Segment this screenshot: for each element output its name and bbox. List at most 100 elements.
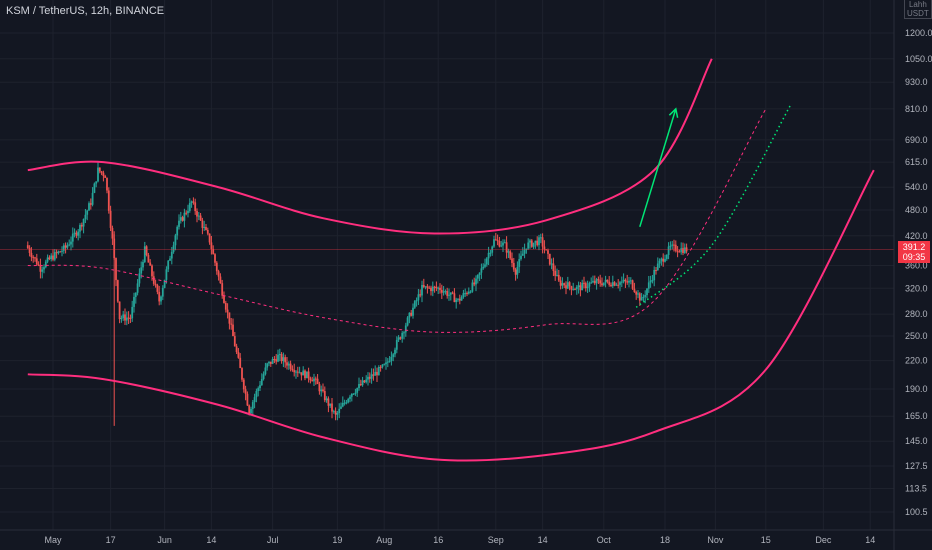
candle-body — [611, 282, 614, 287]
candle-body — [430, 287, 432, 292]
candle-body — [440, 289, 443, 293]
last-price-value: 391.2 — [902, 242, 926, 252]
candle-body — [505, 242, 508, 253]
candle-body — [496, 240, 499, 242]
candle-body — [383, 364, 386, 366]
y-tick-label: 1050.0 — [905, 54, 932, 64]
candle-body — [638, 293, 641, 301]
candle-body — [318, 383, 321, 392]
projection-dotted-curve[interactable] — [635, 103, 792, 308]
candle-body — [194, 202, 197, 212]
candle-body — [151, 265, 153, 277]
candle-body — [601, 283, 603, 286]
candle-body — [260, 379, 263, 386]
candle-body — [631, 280, 634, 289]
candle-body — [304, 370, 306, 379]
candle-body — [642, 296, 645, 298]
x-tick-label: 14 — [538, 535, 548, 545]
candle-body — [669, 245, 672, 247]
candle-body — [154, 283, 157, 285]
candle-body — [331, 403, 333, 412]
dashed-midline-curve[interactable] — [27, 108, 767, 333]
candle-body — [26, 245, 29, 249]
candle-body — [428, 287, 431, 289]
x-tick-label: 17 — [106, 535, 116, 545]
candle-body — [507, 251, 510, 253]
candle-body — [322, 389, 324, 391]
candle-body — [484, 264, 486, 267]
x-tick-label: Jul — [267, 535, 279, 545]
candle-body — [55, 252, 58, 254]
candle-body — [30, 252, 33, 258]
candle-body — [653, 270, 656, 281]
up-arrow-shaft[interactable] — [639, 108, 677, 228]
candle-body — [566, 282, 569, 289]
candle-body — [287, 363, 290, 366]
candle-body — [471, 282, 474, 292]
candle-body — [374, 371, 377, 376]
price-axis[interactable]: 1200.0 1050.0 930.0 810.0 690.0 615.0 540.0 480… — [893, 0, 932, 550]
candle-body — [361, 380, 364, 386]
x-tick-label: Nov — [707, 535, 724, 545]
candle-body — [671, 244, 674, 246]
candle-body — [401, 332, 404, 339]
currency-label: USDT — [907, 9, 929, 18]
candle-body — [561, 283, 564, 286]
candle-body — [115, 258, 117, 281]
candle-body — [52, 255, 54, 260]
candle-body — [305, 371, 308, 379]
candle-body — [116, 280, 119, 302]
candle-body — [354, 392, 357, 394]
candle-body — [179, 217, 182, 221]
candle-body — [637, 293, 639, 295]
candle-body — [100, 171, 103, 173]
time-axis[interactable]: May 17 Jun 14 Jul 19 Aug 16 Sep 14 Oct 18 Nov 15 Dec 14 — [0, 529, 932, 545]
y-tick-label: 320.0 — [905, 283, 928, 293]
candle-body — [298, 372, 301, 374]
candle-body — [91, 192, 94, 205]
candle-body — [143, 246, 146, 263]
candle-body — [70, 241, 72, 245]
y-tick-label: 165.0 — [905, 411, 928, 421]
candle-body — [197, 215, 200, 217]
upper-channel-curve[interactable] — [27, 58, 713, 235]
candle-body — [104, 175, 107, 178]
candle-body — [399, 337, 402, 339]
candle-body — [217, 271, 220, 277]
candle-body — [233, 336, 236, 347]
candle-body — [142, 262, 144, 268]
candle-body — [66, 245, 69, 248]
candle-body — [61, 250, 63, 252]
y-tick-label: 113.5 — [905, 484, 927, 494]
y-tick-label: 810.0 — [905, 104, 928, 114]
candle-body — [680, 248, 683, 252]
candle-body — [559, 280, 562, 286]
candle-body — [210, 242, 213, 249]
candle-body — [449, 292, 452, 295]
candle-body — [403, 332, 405, 334]
candle-body — [255, 391, 258, 398]
candle-body — [455, 299, 458, 303]
candle-body — [557, 274, 560, 281]
candle-body — [613, 282, 616, 286]
candle-body — [556, 274, 558, 276]
candle-body — [44, 261, 47, 268]
candle-body — [674, 244, 677, 251]
candle-body — [511, 258, 513, 263]
candle-body — [485, 258, 488, 265]
candle-body — [552, 263, 555, 271]
candle-body — [214, 254, 216, 263]
candle-body — [592, 280, 594, 283]
y-tick-label: 220.0 — [905, 356, 928, 366]
candle-body — [102, 172, 105, 176]
lower-channel-curve[interactable] — [27, 169, 875, 462]
candle-body — [363, 380, 366, 383]
candle-body — [340, 406, 342, 409]
scale-unit-box[interactable]: Lahh USDT — [904, 0, 932, 19]
candle-body — [302, 370, 305, 376]
candle-body — [462, 293, 465, 298]
candle-body — [291, 368, 294, 371]
candle-body — [129, 317, 132, 319]
candle-body — [377, 366, 380, 376]
